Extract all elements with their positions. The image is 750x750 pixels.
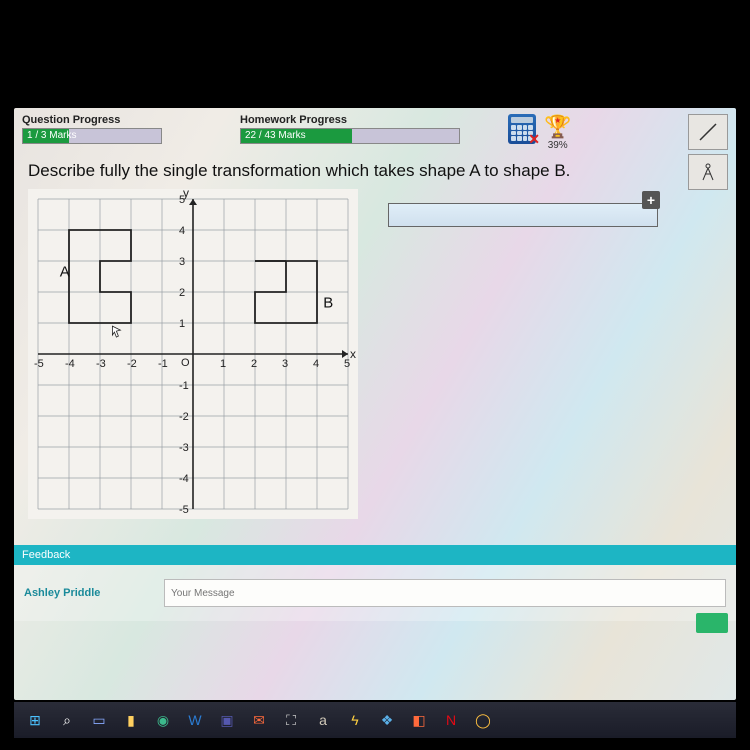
app-screen: Question Progress 1 / 3 Marks Homework P… xyxy=(14,108,736,700)
line-tool-button[interactable] xyxy=(688,114,728,150)
svg-text:4: 4 xyxy=(179,225,185,237)
tool-palette xyxy=(688,114,728,190)
svg-text:-5: -5 xyxy=(34,358,44,370)
taskbar-start-icon[interactable]: ⊞ xyxy=(24,709,46,731)
calculator-icon[interactable]: ✕ xyxy=(508,114,536,144)
taskbar-explorer-icon[interactable]: ▮ xyxy=(120,709,142,731)
svg-text:-3: -3 xyxy=(179,442,189,454)
svg-text:-4: -4 xyxy=(65,358,75,370)
message-row: Ashley Priddle xyxy=(14,565,736,621)
svg-text:-3: -3 xyxy=(96,358,106,370)
taskbar-word-icon[interactable]: W xyxy=(184,709,206,731)
taskbar-mail-icon[interactable]: ✉ xyxy=(248,709,270,731)
question-progress-bar: 1 / 3 Marks xyxy=(22,128,162,144)
feedback-bar[interactable]: Feedback xyxy=(14,545,736,565)
top-icons: ✕ 🏆★ 39% xyxy=(508,114,571,151)
svg-text:O: O xyxy=(181,357,190,369)
question-progress: Question Progress 1 / 3 Marks xyxy=(22,114,162,144)
svg-text:4: 4 xyxy=(313,358,319,370)
main-row: -5-4-3-2-1O12345-5-4-3-2-112345xyAB + xyxy=(14,189,736,519)
svg-text:3: 3 xyxy=(282,358,288,370)
compass-tool-button[interactable] xyxy=(688,154,728,190)
svg-text:-1: -1 xyxy=(158,358,168,370)
taskbar-dropbox-icon[interactable]: ❖ xyxy=(376,709,398,731)
svg-text:x: x xyxy=(350,347,356,361)
svg-text:3: 3 xyxy=(179,256,185,268)
coordinate-graph: -5-4-3-2-1O12345-5-4-3-2-112345xyAB xyxy=(28,189,358,519)
message-input[interactable] xyxy=(164,579,726,607)
svg-text:-1: -1 xyxy=(179,380,189,392)
svg-text:2: 2 xyxy=(179,287,185,299)
taskbar-edge-icon[interactable]: ◉ xyxy=(152,709,174,731)
svg-text:2: 2 xyxy=(251,358,257,370)
svg-text:1: 1 xyxy=(220,358,226,370)
taskbar-store-icon[interactable]: ⛶ xyxy=(280,709,302,731)
taskbar-app1-icon[interactable]: ◧ xyxy=(408,709,430,731)
answer-input[interactable] xyxy=(388,203,658,227)
homework-progress-fill: 22 / 43 Marks xyxy=(241,129,352,143)
send-button[interactable] xyxy=(696,613,728,633)
svg-text:y: y xyxy=(183,189,189,200)
taskbar-power-icon[interactable]: ϟ xyxy=(344,709,366,731)
add-step-button[interactable]: + xyxy=(642,191,660,209)
homework-progress-label: Homework Progress xyxy=(240,114,460,126)
trophy-block[interactable]: 🏆★ 39% xyxy=(544,114,571,151)
svg-text:B: B xyxy=(323,295,333,312)
question-text: Describe fully the single transformation… xyxy=(14,151,736,189)
taskbar-chrome-icon[interactable]: ◯ xyxy=(472,709,494,731)
homework-progress: Homework Progress 22 / 43 Marks xyxy=(240,114,460,144)
user-name: Ashley Priddle xyxy=(24,587,144,599)
svg-text:-5: -5 xyxy=(179,504,189,516)
top-bar: Question Progress 1 / 3 Marks Homework P… xyxy=(14,108,736,151)
svg-text:-2: -2 xyxy=(179,411,189,423)
calculator-disabled-icon: ✕ xyxy=(528,131,540,148)
taskbar-netflix-icon[interactable]: N xyxy=(440,709,462,731)
taskbar-search-icon[interactable]: ⌕ xyxy=(56,709,78,731)
svg-text:-4: -4 xyxy=(179,473,189,485)
svg-text:A: A xyxy=(60,264,70,281)
svg-text:1: 1 xyxy=(179,318,185,330)
svg-text:-2: -2 xyxy=(127,358,137,370)
trophy-icon: 🏆★ xyxy=(544,114,571,140)
taskbar[interactable]: ⊞ ⌕ ▭ ▮ ◉ W ▣ ✉ ⛶ aϟ ❖ ◧ N ◯ xyxy=(14,702,736,738)
question-progress-fill: 1 / 3 Marks xyxy=(23,129,69,143)
homework-progress-bar: 22 / 43 Marks xyxy=(240,128,460,144)
taskbar-task-view-icon[interactable]: ▭ xyxy=(88,709,110,731)
taskbar-teams-icon[interactable]: ▣ xyxy=(216,709,238,731)
taskbar-amazon-icon[interactable]: a xyxy=(312,709,334,731)
question-progress-label: Question Progress xyxy=(22,114,162,126)
trophy-percent: 39% xyxy=(548,140,568,151)
